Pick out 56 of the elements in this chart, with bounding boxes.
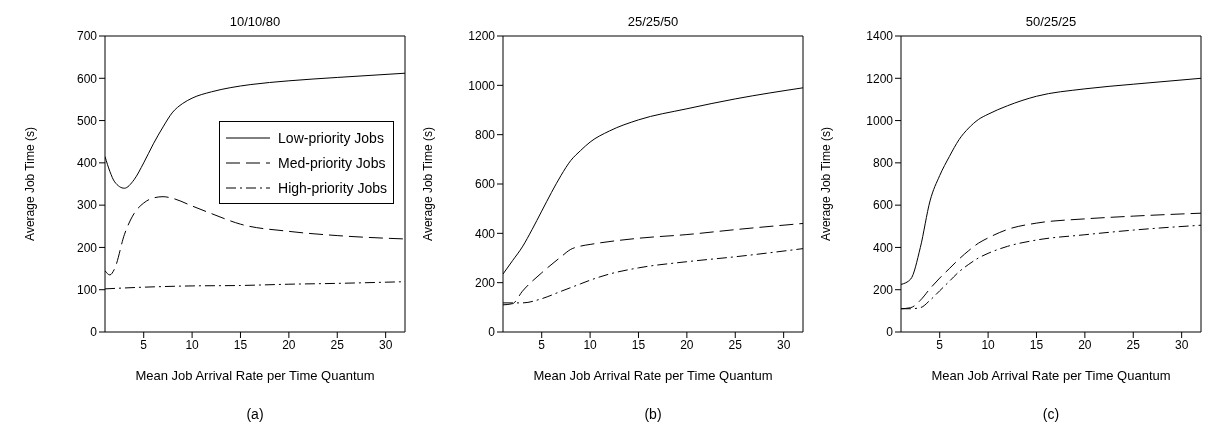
x-tick-label: 20 (680, 337, 694, 352)
y-tick-label: 200 (76, 240, 98, 255)
x-axis-title: Mean Job Arrival Rate per Time Quantum (931, 368, 1171, 383)
x-tick-label: 5 (936, 337, 944, 352)
chart-title: 50/25/25 (1024, 14, 1078, 29)
legend-label: Med-priority Jobs (278, 154, 386, 171)
legend-label: High-priority Jobs (278, 179, 387, 196)
y-tick-label: 600 (872, 198, 894, 213)
y-tick-label: 0 (886, 325, 894, 340)
x-axis-title: Mean Job Arrival Rate per Time Quantum (533, 368, 773, 383)
y-tick-label: 100 (76, 282, 98, 297)
y-tick-label: 1000 (468, 78, 496, 93)
y-tick-label: 800 (474, 127, 496, 142)
x-tick-label: 5 (538, 337, 546, 352)
y-tick-label: 400 (474, 226, 496, 241)
x-tick-label: 30 (776, 337, 791, 352)
y-tick-label: 0 (488, 325, 496, 340)
text: (a) (245, 406, 265, 422)
y-tick-label: 1200 (468, 29, 496, 44)
y-tick-label: 600 (76, 71, 98, 86)
x-tick-label: 15 (631, 337, 646, 352)
y-tick-label: 1200 (866, 71, 894, 86)
y-tick-label: 200 (474, 275, 496, 290)
y-axis-title: Average Job Time (s) (421, 127, 436, 241)
x-tick-label: 25 (728, 337, 743, 352)
y-tick-label: 1400 (866, 29, 894, 44)
x-tick-label: 30 (1174, 337, 1189, 352)
y-tick-label: 400 (872, 240, 894, 255)
y-tick-label: 700 (76, 29, 98, 44)
x-tick-label: 15 (233, 337, 248, 352)
y-tick-label: 800 (872, 156, 894, 171)
y-tick-label: 200 (872, 282, 894, 297)
text: (c) (1041, 406, 1061, 422)
chart-title: 10/10/80 (228, 14, 282, 29)
x-tick-label: 10 (185, 337, 200, 352)
legend-label: Low-priority Jobs (278, 129, 384, 146)
chart-title: 25/25/50 (626, 14, 680, 29)
y-axis-title: Average Job Time (s) (23, 127, 38, 241)
y-axis-title: Average Job Time (s) (819, 127, 834, 241)
x-tick-label: 15 (1029, 337, 1044, 352)
x-tick-label: 10 (583, 337, 598, 352)
y-tick-label: 500 (76, 113, 98, 128)
y-tick-label: 1000 (866, 113, 894, 128)
y-tick-label: 300 (76, 198, 98, 213)
x-tick-label: 20 (282, 337, 296, 352)
x-tick-label: 5 (140, 337, 148, 352)
x-tick-label: 25 (1126, 337, 1141, 352)
y-tick-label: 0 (90, 325, 98, 340)
x-tick-label: 30 (378, 337, 393, 352)
y-tick-label: 600 (474, 177, 496, 192)
x-tick-label: 25 (330, 337, 345, 352)
x-axis-title: Mean Job Arrival Rate per Time Quantum (135, 368, 375, 383)
x-tick-label: 10 (981, 337, 996, 352)
y-tick-label: 400 (76, 156, 98, 171)
text: (b) (643, 406, 663, 422)
x-tick-label: 20 (1078, 337, 1092, 352)
